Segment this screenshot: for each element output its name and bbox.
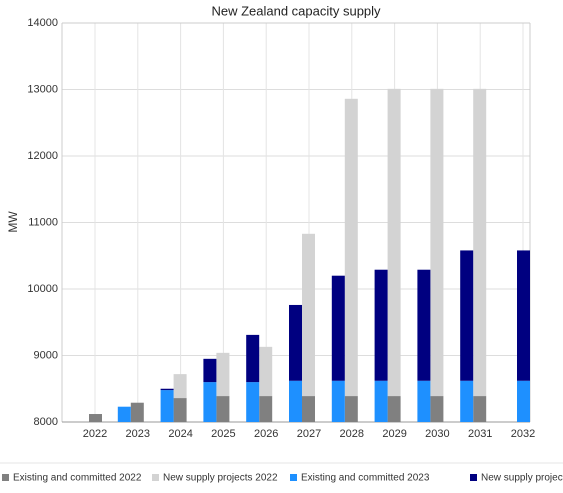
bar-segment	[417, 380, 431, 422]
bar-segment	[216, 352, 230, 397]
x-tick-label: 2025	[211, 428, 235, 440]
bar-segment	[430, 396, 444, 422]
bar-segment	[117, 406, 131, 422]
legend-swatch	[152, 474, 159, 481]
bar-segment	[331, 380, 345, 422]
bar-segment	[331, 275, 345, 381]
y-tick-label: 11000	[28, 216, 58, 228]
bar-segment	[460, 380, 474, 422]
bar-segment	[344, 98, 358, 397]
bar-segment	[89, 414, 102, 422]
x-tick-label: 2028	[340, 428, 364, 440]
x-tick-label: 2030	[425, 428, 449, 440]
legend-text: New supply projects 2023	[481, 473, 563, 484]
bar-segment	[246, 334, 260, 383]
bar-segment	[473, 396, 487, 422]
bar-segment	[387, 396, 401, 422]
bar-segment	[460, 250, 474, 381]
bar-segment	[203, 358, 217, 383]
bar-segment	[473, 88, 487, 397]
x-tick-label: 2032	[511, 428, 535, 440]
bar-segment	[246, 382, 260, 422]
bar-segment	[302, 396, 315, 422]
bar-segment	[160, 390, 174, 422]
legend-text: Existing and committed 2023	[301, 473, 430, 484]
x-tick-label: 2029	[382, 428, 406, 440]
bar-segment	[302, 233, 315, 397]
bar-segment	[259, 346, 273, 397]
x-tick-label: 2031	[468, 428, 492, 440]
bar-segment	[203, 382, 217, 422]
bar-segment	[517, 250, 530, 381]
bar-segment	[160, 388, 174, 391]
legend-swatch	[290, 474, 297, 481]
legend-swatch	[470, 474, 477, 481]
x-tick-label: 2027	[297, 428, 321, 440]
y-tick-label: 14000	[27, 17, 58, 29]
bar-segment	[216, 396, 230, 422]
y-axis-label: MW	[6, 211, 20, 233]
x-tick-label: 2023	[126, 428, 150, 440]
bar-segment	[289, 380, 302, 422]
y-tick-label: 9000	[34, 349, 58, 361]
bar-segment	[344, 396, 358, 422]
x-tick-label: 2024	[168, 428, 192, 440]
chart-title: New Zealand capacity supply	[211, 3, 381, 18]
bar-segment	[430, 88, 444, 397]
y-tick-label: 8000	[34, 416, 58, 428]
y-tick-label: 12000	[27, 150, 58, 162]
bar-segment	[289, 304, 302, 381]
bar-segment	[173, 398, 187, 422]
bar-segment	[517, 380, 530, 422]
legend-swatch	[2, 474, 9, 481]
bar-segment	[130, 402, 144, 422]
y-tick-label: 10000	[27, 283, 58, 295]
legend-text: New supply projects 2022	[163, 473, 278, 484]
bar-segment	[417, 269, 431, 381]
bar-segment	[173, 374, 187, 399]
y-tick-label: 13000	[27, 83, 58, 95]
bar-segment	[387, 88, 401, 397]
bar-segment	[374, 380, 388, 422]
bar-segment	[259, 396, 273, 422]
bar-segment	[374, 269, 388, 381]
x-tick-label: 2026	[254, 428, 278, 440]
x-tick-label: 2022	[83, 428, 107, 440]
legend-text: Existing and committed 2022	[13, 473, 142, 484]
